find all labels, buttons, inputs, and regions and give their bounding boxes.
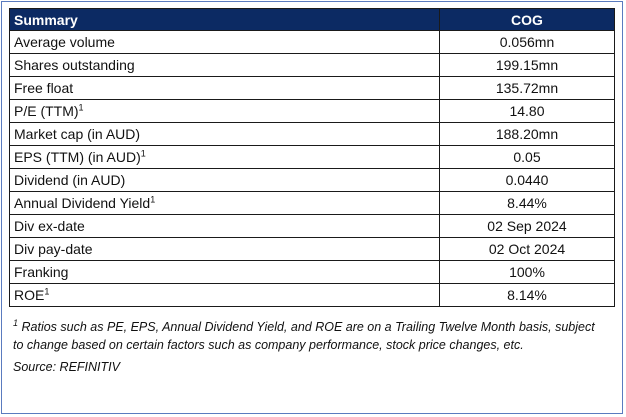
- row-value: 199.15mn: [439, 53, 615, 77]
- row-value: 14.80: [439, 99, 615, 123]
- row-value: 02 Sep 2024: [439, 214, 615, 238]
- row-value: 0.056mn: [439, 30, 615, 54]
- row-label-cell: EPS (TTM) (in AUD)1: [9, 145, 440, 169]
- table-row: Shares outstanding 199.15mn: [9, 53, 615, 77]
- header-ticker: COG: [439, 8, 615, 31]
- footnote-ref: 1: [44, 286, 50, 297]
- footnote-marker: 1: [13, 317, 19, 328]
- row-label: Free float: [14, 80, 74, 96]
- row-label: Div ex-date: [14, 218, 85, 234]
- row-value: 135.72mn: [439, 76, 615, 100]
- row-value: 188.20mn: [439, 122, 615, 146]
- row-value: 8.14%: [439, 283, 615, 307]
- row-value: 02 Oct 2024: [439, 237, 615, 261]
- row-value: 100%: [439, 260, 615, 284]
- row-label: Average volume: [14, 34, 115, 50]
- row-label-cell: Franking: [9, 260, 440, 284]
- source-line: Source: REFINITIV: [13, 360, 120, 374]
- row-label-cell: Div pay-date: [9, 237, 440, 261]
- row-label: EPS (TTM) (in AUD): [14, 149, 141, 165]
- notes-section: 1 Ratios such as PE, EPS, Annual Dividen…: [13, 318, 608, 376]
- row-label: Div pay-date: [14, 241, 93, 257]
- row-value: 0.0440: [439, 168, 615, 192]
- footnote: 1 Ratios such as PE, EPS, Annual Dividen…: [13, 318, 608, 354]
- footnote-ref: 1: [140, 148, 146, 159]
- row-label: Shares outstanding: [14, 57, 135, 73]
- table-header-row: Summary COG: [9, 8, 615, 31]
- row-label: Dividend (in AUD): [14, 172, 126, 188]
- row-value: 0.05: [439, 145, 615, 169]
- footnote-text: Ratios such as PE, EPS, Annual Dividend …: [13, 320, 595, 352]
- table-body: Average volume 0.056mn Shares outstanding 1…: [9, 30, 615, 307]
- table-row: Div ex-date 02 Sep 2024: [9, 214, 615, 238]
- table-row: P/E (TTM)1 14.80: [9, 99, 615, 123]
- table-row: Free float 135.72mn: [9, 76, 615, 100]
- table-row: Market cap (in AUD) 188.20mn: [9, 122, 615, 146]
- row-label-cell: Market cap (in AUD): [9, 122, 440, 146]
- row-label: Market cap (in AUD): [14, 126, 141, 142]
- summary-table: Summary COG Average volume 0.056mn Shares …: [9, 8, 615, 307]
- row-label: ROE: [14, 287, 45, 303]
- table-row: Franking 100%: [9, 260, 615, 284]
- table-row: ROE1 8.14%: [9, 283, 615, 307]
- row-label-cell: ROE1: [9, 283, 440, 307]
- row-label-cell: Dividend (in AUD): [9, 168, 440, 192]
- footnote-ref: 1: [150, 194, 156, 205]
- row-label-cell: P/E (TTM)1: [9, 99, 440, 123]
- row-label: P/E (TTM): [14, 103, 79, 119]
- row-label-cell: Annual Dividend Yield1: [9, 191, 440, 215]
- header-summary: Summary: [9, 8, 440, 31]
- row-label-cell: Average volume: [9, 30, 440, 54]
- table-row: Average volume 0.056mn: [9, 30, 615, 54]
- row-label: Annual Dividend Yield: [14, 195, 151, 211]
- table-row: Div pay-date 02 Oct 2024: [9, 237, 615, 261]
- row-label: Franking: [14, 264, 69, 280]
- footnote-ref: 1: [78, 102, 84, 113]
- table-row: EPS (TTM) (in AUD)1 0.05: [9, 145, 615, 169]
- row-value: 8.44%: [439, 191, 615, 215]
- table-row: Dividend (in AUD) 0.0440: [9, 168, 615, 192]
- row-label-cell: Shares outstanding: [9, 53, 440, 77]
- row-label-cell: Free float: [9, 76, 440, 100]
- row-label-cell: Div ex-date: [9, 214, 440, 238]
- table-row: Annual Dividend Yield1 8.44%: [9, 191, 615, 215]
